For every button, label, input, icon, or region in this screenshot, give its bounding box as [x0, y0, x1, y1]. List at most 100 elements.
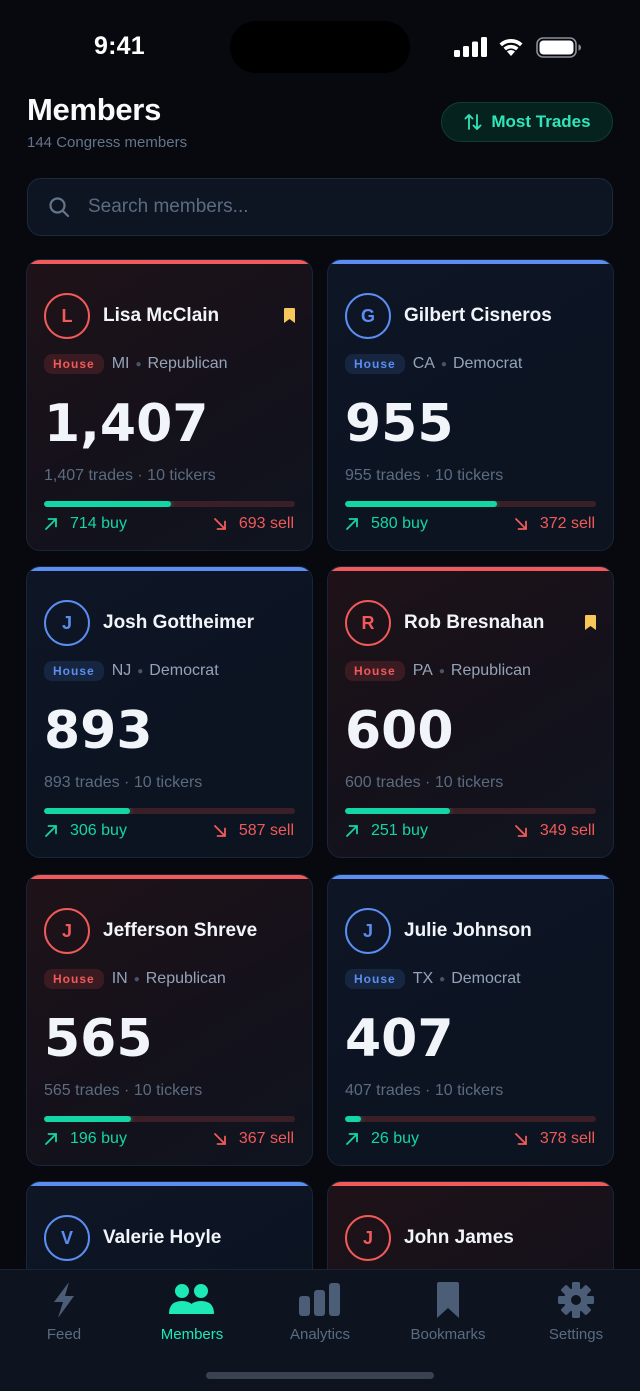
member-name: Gilbert Cisneros [404, 305, 552, 326]
buy-sell-bar [44, 1116, 295, 1122]
bookmark-icon[interactable] [585, 615, 596, 630]
member-card[interactable]: J Julie Johnson House TX ● Democrat 407 … [327, 874, 614, 1166]
member-state: NJ [111, 662, 132, 679]
chamber-badge: House [345, 969, 405, 989]
avatar: J [345, 908, 391, 954]
party-stripe [27, 875, 312, 879]
arrow-up-right-icon [45, 1133, 57, 1145]
avatar: J [44, 600, 90, 646]
member-party: Republican [450, 662, 531, 679]
arrow-down-right-icon [213, 518, 226, 530]
trade-count: 1,407 [44, 394, 209, 454]
separator-dot: ● [439, 973, 446, 985]
tab-members[interactable]: Members [128, 1280, 256, 1343]
buy-label: 306 buy [70, 822, 127, 839]
member-card[interactable]: J Jefferson Shreve House IN ● Republican… [26, 874, 313, 1166]
member-meta: House PA ● Republican [345, 661, 531, 681]
buy-count: 251 buy [345, 822, 428, 840]
arrow-down-right-icon [514, 518, 527, 530]
trade-summary: 955 trades · 10 tickers [345, 467, 504, 484]
arrow-up-right-icon [45, 518, 57, 530]
member-meta: House CA ● Democrat [345, 354, 522, 374]
sort-button[interactable]: Most Trades [441, 102, 613, 142]
separator-dot: ● [135, 358, 142, 370]
trade-count: 565 [44, 1009, 153, 1069]
member-count: 144 Congress members [27, 134, 188, 151]
buy-count: 306 buy [44, 822, 127, 840]
chamber-badge: House [44, 969, 104, 989]
trade-count: 893 [44, 701, 153, 761]
buy-sell-bar [44, 501, 295, 507]
separator-dot: ● [133, 973, 140, 985]
trade-summary: 893 trades · 10 tickers [44, 774, 203, 791]
bar-chart-icon [299, 1283, 340, 1316]
member-party: Democrat [452, 355, 523, 372]
member-name: John James [404, 1227, 514, 1248]
buy-sell-bar [345, 1116, 596, 1122]
sell-label: 349 sell [539, 822, 595, 839]
member-party: Democrat [149, 662, 219, 679]
sort-arrows-icon [464, 114, 482, 130]
buy-label: 580 buy [371, 515, 428, 532]
sell-count: 587 sell [213, 822, 294, 840]
member-state: MI [111, 355, 130, 372]
member-name: Rob Bresnahan [404, 612, 545, 633]
member-card[interactable]: L Lisa McClain House MI ● Republican 1,4… [26, 259, 313, 551]
sell-count: 693 sell [213, 515, 294, 533]
arrow-up-right-icon [346, 1133, 358, 1145]
bookmark-icon[interactable] [284, 308, 295, 323]
member-meta: House MI ● Republican [44, 354, 228, 374]
member-card[interactable]: R Rob Bresnahan House PA ● Republican 60… [327, 566, 614, 858]
tab-label: Analytics [289, 1326, 351, 1343]
arrow-up-right-icon [346, 518, 358, 530]
tab-analytics[interactable]: Analytics [256, 1280, 384, 1343]
buy-ratio-fill [345, 501, 498, 507]
member-party: Democrat [451, 970, 521, 987]
chamber-badge: House [345, 354, 405, 374]
arrow-down-right-icon [213, 825, 226, 837]
member-meta: House TX ● Democrat [345, 969, 521, 989]
tab-feed[interactable]: Feed [0, 1280, 128, 1343]
trade-count: 600 [345, 701, 454, 761]
arrow-up-right-icon [45, 825, 57, 837]
sell-label: 587 sell [238, 822, 294, 839]
chamber-badge: House [44, 354, 104, 374]
member-state: IN [111, 970, 128, 987]
member-party: Republican [145, 970, 226, 987]
search-icon [49, 197, 70, 218]
buy-label: 196 buy [70, 1130, 127, 1147]
status-time: 9:41 [94, 32, 145, 60]
cellular-signal-icon [454, 37, 487, 57]
sell-count: 349 sell [514, 822, 595, 840]
separator-dot: ● [440, 358, 447, 370]
member-card[interactable]: J Josh Gottheimer House NJ ● Democrat 89… [26, 566, 313, 858]
separator-dot: ● [438, 665, 445, 677]
buy-ratio-fill [345, 808, 450, 814]
sell-count: 378 sell [514, 1130, 595, 1148]
avatar: V [44, 1215, 90, 1261]
buy-count: 26 buy [345, 1130, 419, 1148]
sell-label: 378 sell [539, 1130, 595, 1147]
dynamic-island [230, 21, 410, 73]
trade-summary: 1,407 trades · 10 tickers [44, 467, 216, 484]
tab-settings[interactable]: Settings [512, 1280, 640, 1343]
buy-ratio-fill [44, 808, 131, 814]
sell-label: 372 sell [539, 515, 595, 532]
buy-sell-bar [345, 501, 596, 507]
member-name: Jefferson Shreve [103, 920, 258, 941]
search-input[interactable] [88, 196, 568, 218]
sell-label: 693 sell [238, 515, 294, 532]
party-stripe [27, 1182, 312, 1186]
chamber-badge: House [345, 661, 405, 681]
member-card[interactable]: G Gilbert Cisneros House CA ● Democrat 9… [327, 259, 614, 551]
tab-bookmarks[interactable]: Bookmarks [384, 1280, 512, 1343]
sell-count: 372 sell [514, 515, 595, 533]
avatar: G [345, 293, 391, 339]
sell-label: 367 sell [238, 1130, 294, 1147]
search-bar[interactable] [27, 178, 613, 236]
buy-label: 714 buy [70, 515, 127, 532]
party-stripe [328, 567, 613, 571]
trade-summary: 600 trades · 10 tickers [345, 774, 504, 791]
tab-label: Bookmarks [410, 1326, 486, 1343]
buy-count: 714 buy [44, 515, 127, 533]
